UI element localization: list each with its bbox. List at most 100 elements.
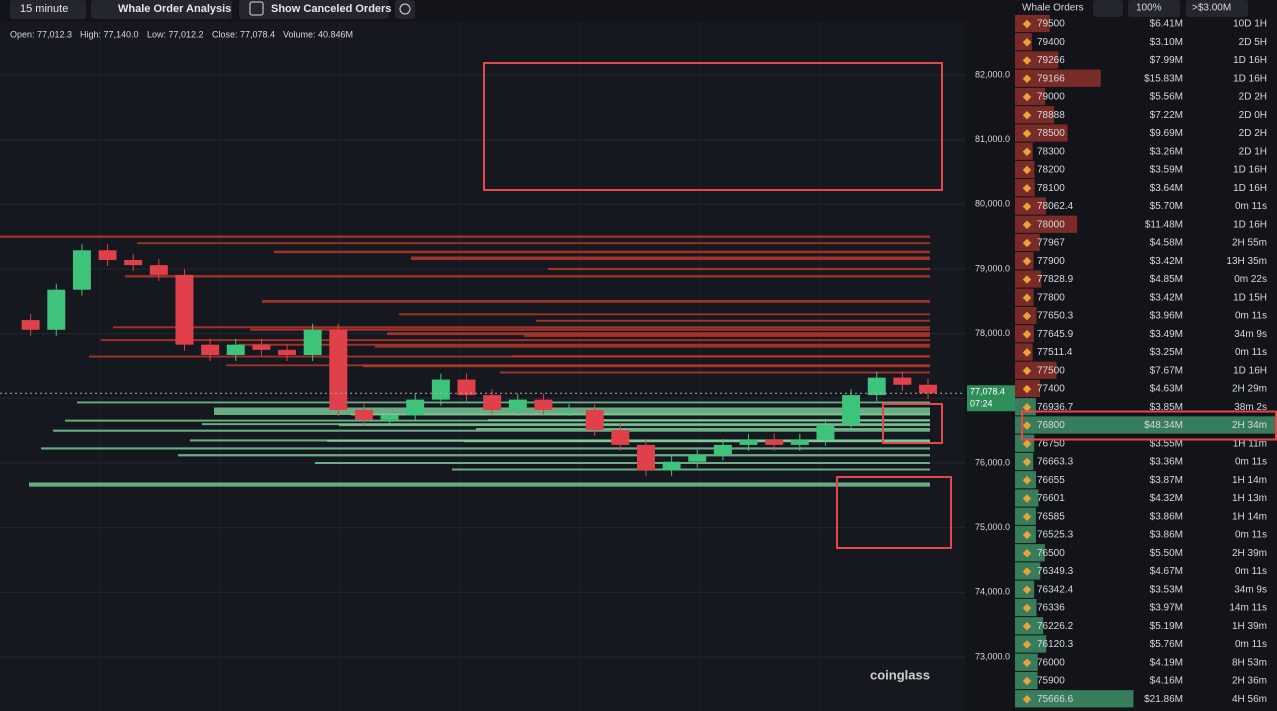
order-price: 76750	[1037, 438, 1065, 449]
order-price: 76349.3	[1037, 566, 1074, 577]
candle	[303, 329, 322, 356]
order-price: 76655	[1037, 475, 1065, 486]
order-age: 34m 9s	[1234, 584, 1267, 595]
checkbox[interactable]	[249, 1, 264, 16]
order-size: $7.22M	[1150, 110, 1183, 121]
candle	[611, 430, 630, 445]
order-size: $5.19M	[1150, 621, 1183, 632]
order-size: $3.10M	[1150, 37, 1183, 48]
order-size: $3.36M	[1150, 457, 1183, 468]
order-book: 79500 $6.41M 10D 1H 79400 $3.10M 2D 5H 79266 $7…	[1015, 14, 1277, 708]
y-tick-label: 79,000.0	[975, 263, 1010, 273]
order-price: 77800	[1037, 292, 1065, 303]
order-age: 0m 11s	[1235, 530, 1267, 541]
icon	[1022, 311, 1032, 321]
candle	[278, 349, 297, 356]
icon	[1022, 457, 1032, 467]
order-price: 78100	[1037, 183, 1065, 194]
order-price: 76226.2	[1037, 621, 1074, 632]
icon	[1022, 366, 1032, 375]
icon	[1022, 695, 1032, 704]
order-price: 79400	[1037, 37, 1065, 48]
candle	[534, 399, 553, 410]
candle	[560, 409, 579, 411]
y-tick-label: 82,000.0	[975, 69, 1010, 79]
order-age: 0m 11s	[1235, 201, 1267, 212]
interval-button[interactable]	[10, 0, 86, 19]
order-price: 78000	[1037, 219, 1065, 230]
order-price: 76800	[1037, 420, 1065, 431]
order-price: 77650.3	[1037, 311, 1074, 322]
analysis-button[interactable]	[91, 0, 232, 19]
icon	[1022, 494, 1032, 503]
canceled-toggle[interactable]	[239, 0, 389, 19]
ohlc-open: Open: 77,012.3	[10, 29, 72, 39]
whale-lines	[0, 235, 930, 487]
icon	[1022, 293, 1032, 302]
order-price: 78200	[1037, 165, 1065, 176]
ohlc-volume: Volume: 40.846M	[283, 29, 353, 39]
order-price: 76000	[1037, 657, 1065, 668]
zoom-select[interactable]	[1128, 0, 1180, 17]
order-age: 2H 36m	[1232, 676, 1267, 687]
order-age: 34m 9s	[1234, 329, 1267, 340]
order-size: $6.41M	[1150, 19, 1183, 30]
size-bar	[1015, 14, 1050, 33]
order-age: 1H 14m	[1232, 475, 1267, 486]
candle	[765, 439, 784, 445]
candle	[919, 384, 937, 394]
ohlc-high: High: 77,140.0	[80, 29, 139, 39]
filter-select[interactable]	[1186, 0, 1248, 17]
icon	[1022, 439, 1032, 448]
icon	[1022, 603, 1032, 613]
order-price: 75900	[1037, 676, 1065, 687]
order-price: 76525.3	[1037, 530, 1074, 541]
candle	[406, 399, 425, 416]
order-price: 77400	[1037, 384, 1065, 395]
icon	[1022, 585, 1032, 594]
order-age: 13H 35m	[1226, 256, 1267, 267]
y-tick-label: 76,000.0	[975, 457, 1010, 467]
analysis-label: Whale Order Analysis	[118, 3, 231, 15]
order-size: $9.69M	[1150, 128, 1183, 139]
candle	[713, 444, 732, 455]
order-size: $21.86M	[1144, 694, 1183, 705]
candle	[508, 399, 527, 410]
order-size: $15.83M	[1144, 73, 1183, 84]
order-price: 76342.4	[1037, 584, 1074, 595]
icon	[1022, 421, 1032, 430]
order-size: $3.64M	[1150, 183, 1183, 194]
order-age: 2D 1H	[1239, 146, 1267, 157]
order-size: $4.58M	[1150, 238, 1183, 249]
order-price: 76500	[1037, 548, 1065, 559]
order-price: 76663.3	[1037, 457, 1074, 468]
candle	[175, 274, 194, 345]
order-age: 2D 5H	[1239, 37, 1267, 48]
order-size: $5.70M	[1150, 201, 1183, 212]
candle	[636, 444, 655, 471]
reset-button[interactable]	[395, 0, 415, 19]
book-title: Whale Orders	[1022, 3, 1084, 14]
candle	[662, 461, 681, 471]
order-size: $5.76M	[1150, 639, 1183, 650]
order-size: $4.19M	[1150, 657, 1183, 668]
order-size: $3.87M	[1150, 475, 1183, 486]
y-tick-label: 81,000.0	[975, 134, 1010, 144]
order-price: 79166	[1037, 73, 1065, 84]
canceled-label: Show Canceled Orders	[271, 3, 391, 15]
size-bar	[1015, 106, 1055, 124]
order-price: 76120.3	[1037, 639, 1074, 650]
icon	[1022, 403, 1032, 412]
order-size: $3.42M	[1150, 292, 1183, 303]
order-age: 2H 55m	[1232, 238, 1267, 249]
watermark: coinglass	[870, 667, 930, 682]
candle	[380, 415, 399, 420]
order-size: $3.97M	[1150, 603, 1183, 614]
size-bar	[1015, 69, 1101, 87]
size-bar	[1015, 690, 1134, 708]
settings-button[interactable]	[1093, 0, 1123, 17]
order-price: 78888	[1037, 110, 1065, 121]
highlight-box	[882, 403, 943, 444]
order-price: 77645.9	[1037, 329, 1074, 340]
